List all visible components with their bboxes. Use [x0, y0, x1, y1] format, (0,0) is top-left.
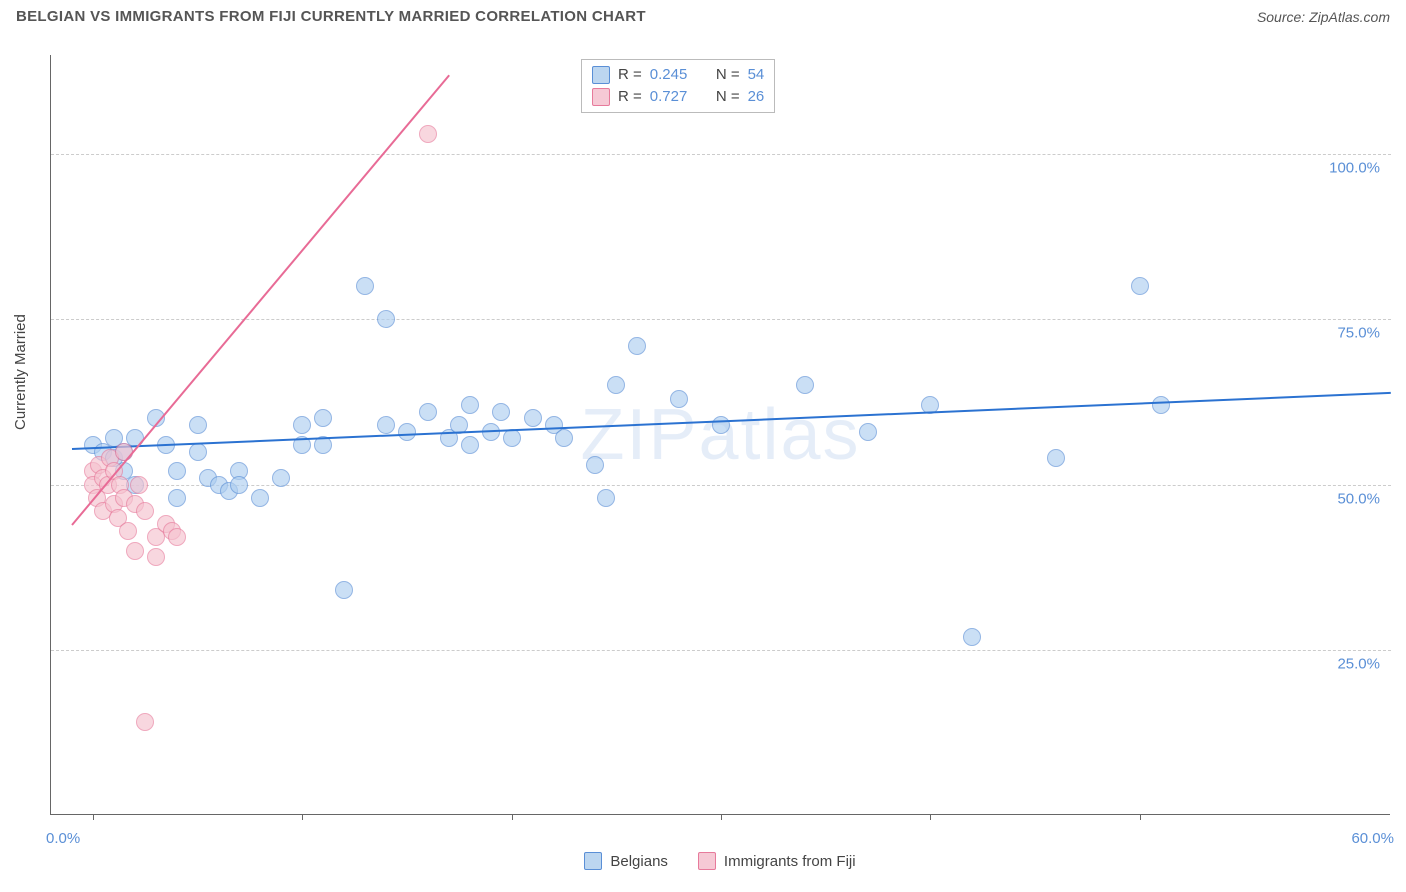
- data-point: [189, 416, 207, 434]
- data-point: [1047, 449, 1065, 467]
- legend-swatch: [592, 88, 610, 106]
- data-point: [963, 628, 981, 646]
- data-point: [130, 476, 148, 494]
- x-axis-min-label: 0.0%: [46, 830, 80, 847]
- gridline: [51, 485, 1391, 486]
- legend-series-name: Belgians: [610, 853, 668, 870]
- watermark: ZIPatlas: [580, 394, 860, 476]
- y-tick-label: 25.0%: [1337, 655, 1380, 672]
- data-point: [377, 310, 395, 328]
- data-point: [314, 409, 332, 427]
- data-point: [136, 502, 154, 520]
- y-tick-label: 50.0%: [1337, 490, 1380, 507]
- data-point: [168, 528, 186, 546]
- legend-item: Belgians: [584, 852, 668, 870]
- scatter-chart: ZIPatlas R = 0.245 N = 54R = 0.727 N = 2…: [50, 55, 1390, 815]
- data-point: [136, 713, 154, 731]
- plot-area: ZIPatlas R = 0.245 N = 54R = 0.727 N = 2…: [50, 55, 1390, 815]
- data-point: [293, 416, 311, 434]
- data-point: [272, 469, 290, 487]
- source-attribution: Source: ZipAtlas.com: [1257, 9, 1390, 25]
- data-point: [461, 396, 479, 414]
- legend-series-name: Immigrants from Fiji: [724, 853, 856, 870]
- data-point: [524, 409, 542, 427]
- data-point: [119, 522, 137, 540]
- data-point: [230, 476, 248, 494]
- source-name: ZipAtlas.com: [1309, 9, 1390, 25]
- legend-swatch: [584, 852, 602, 870]
- data-point: [147, 548, 165, 566]
- chart-title: BELGIAN VS IMMIGRANTS FROM FIJI CURRENTL…: [16, 8, 646, 25]
- x-tick: [512, 814, 513, 820]
- x-tick: [1140, 814, 1141, 820]
- legend-r-label: R =: [618, 86, 642, 108]
- data-point: [461, 436, 479, 454]
- legend-item: Immigrants from Fiji: [698, 852, 856, 870]
- data-point: [335, 581, 353, 599]
- gridline: [51, 154, 1391, 155]
- data-point: [555, 429, 573, 447]
- data-point: [1131, 277, 1149, 295]
- correlation-legend: R = 0.245 N = 54R = 0.727 N = 26: [581, 59, 775, 113]
- x-tick: [721, 814, 722, 820]
- legend-n-label: N =: [716, 86, 740, 108]
- data-point: [607, 376, 625, 394]
- legend-r-value: 0.245: [650, 64, 688, 86]
- data-point: [168, 489, 186, 507]
- trend-line: [71, 75, 449, 526]
- x-axis-max-label: 60.0%: [1351, 830, 1394, 847]
- legend-n-value: 26: [748, 86, 765, 108]
- data-point: [356, 277, 374, 295]
- gridline: [51, 650, 1391, 651]
- data-point: [586, 456, 604, 474]
- y-axis-title: Currently Married: [12, 314, 29, 430]
- data-point: [377, 416, 395, 434]
- data-point: [419, 403, 437, 421]
- y-tick-label: 100.0%: [1329, 160, 1380, 177]
- data-point: [1152, 396, 1170, 414]
- legend-swatch: [698, 852, 716, 870]
- data-point: [712, 416, 730, 434]
- data-point: [126, 542, 144, 560]
- x-tick: [93, 814, 94, 820]
- data-point: [398, 423, 416, 441]
- trend-line: [72, 392, 1391, 450]
- data-point: [503, 429, 521, 447]
- data-point: [189, 443, 207, 461]
- x-tick: [930, 814, 931, 820]
- data-point: [251, 489, 269, 507]
- source-prefix: Source:: [1257, 9, 1309, 25]
- data-point: [597, 489, 615, 507]
- data-point: [670, 390, 688, 408]
- data-point: [419, 125, 437, 143]
- legend-r-label: R =: [618, 64, 642, 86]
- legend-n-value: 54: [748, 64, 765, 86]
- legend-swatch: [592, 66, 610, 84]
- data-point: [796, 376, 814, 394]
- data-point: [628, 337, 646, 355]
- series-legend: Belgians Immigrants from Fiji: [50, 852, 1390, 870]
- legend-n-label: N =: [716, 64, 740, 86]
- x-tick: [302, 814, 303, 820]
- data-point: [492, 403, 510, 421]
- legend-row: R = 0.245 N = 54: [592, 64, 764, 86]
- gridline: [51, 319, 1391, 320]
- data-point: [168, 462, 186, 480]
- data-point: [859, 423, 877, 441]
- legend-r-value: 0.727: [650, 86, 688, 108]
- legend-row: R = 0.727 N = 26: [592, 86, 764, 108]
- y-tick-label: 75.0%: [1337, 325, 1380, 342]
